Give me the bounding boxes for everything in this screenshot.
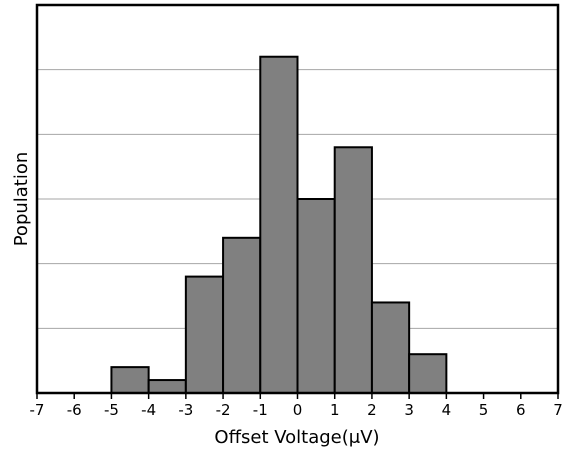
- histogram-bar: [333, 146, 373, 394]
- x-tick-label: 2: [367, 401, 377, 419]
- plot-frame: [35, 3, 560, 395]
- histogram-bar: [184, 275, 225, 395]
- x-tick-label: -2: [216, 401, 231, 419]
- y-axis-label: Population: [11, 152, 32, 247]
- bars: [110, 55, 448, 395]
- x-tick-labels: -7 -6 -5 -4 -3 -2 -1 0 1 2 3 4 5 6 7: [30, 401, 563, 419]
- histogram-bar: [296, 198, 336, 394]
- x-tick-label: 1: [330, 401, 340, 419]
- x-tick-label: -6: [67, 401, 82, 419]
- x-tick-label: 0: [293, 401, 303, 419]
- x-tick-label: -4: [141, 401, 156, 419]
- x-tick-label: -5: [104, 401, 119, 419]
- x-tick-label: 4: [442, 401, 452, 419]
- x-tick-label: 6: [516, 401, 526, 419]
- histogram-bar: [370, 301, 411, 395]
- histogram-bar: [110, 366, 150, 394]
- x-tick-label: 3: [404, 401, 414, 419]
- x-tick-label: 7: [553, 401, 563, 419]
- x-tick-label: -1: [253, 401, 268, 419]
- x-tick-label: -7: [30, 401, 45, 419]
- x-tick-label: 5: [479, 401, 489, 419]
- histogram-bar: [259, 55, 299, 394]
- x-axis-label: Offset Voltage(μV): [214, 427, 379, 448]
- x-tick-label: -3: [178, 401, 193, 419]
- histogram-bar: [408, 353, 448, 395]
- histogram-bar: [147, 379, 187, 395]
- histogram-bar: [222, 236, 262, 394]
